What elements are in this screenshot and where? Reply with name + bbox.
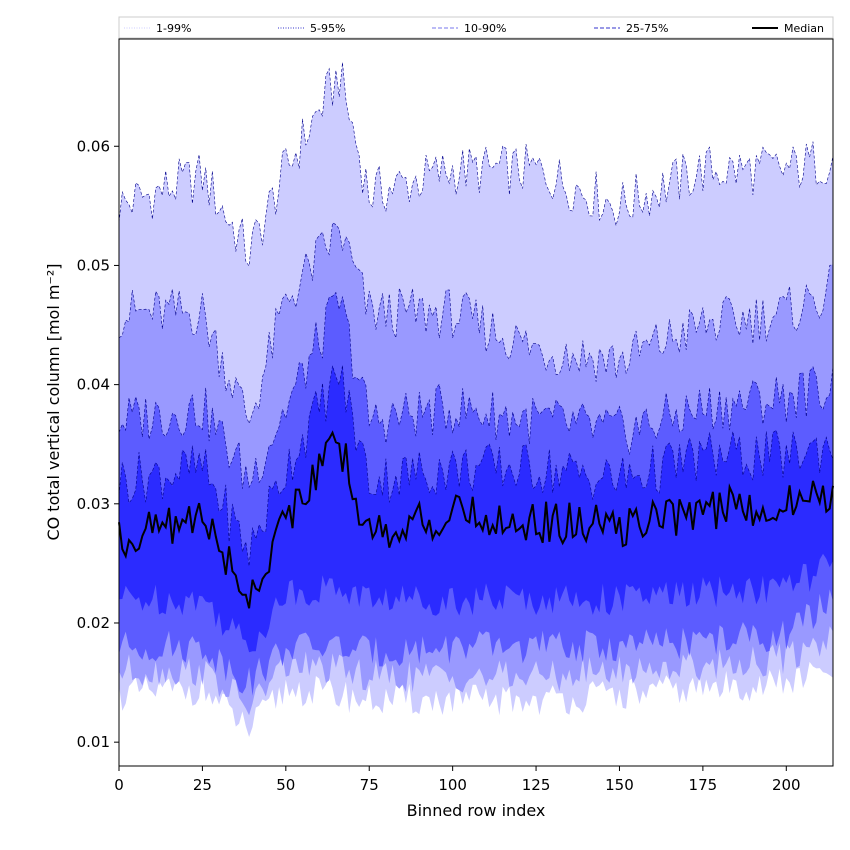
median-line (118, 430, 834, 609)
legend-label: 1-99% (156, 22, 191, 35)
y-tick-label: 0.04 (77, 376, 110, 394)
legend-label: 5-95% (310, 22, 345, 35)
x-axis: 0 25 50 75 100 125 150 175 200 (114, 766, 801, 794)
y-tick-label: 0.01 (77, 733, 110, 751)
band-25-75-pct (119, 365, 833, 653)
x-axis-label: Binned row index (407, 801, 546, 820)
band-upper-edge-10-90-pct (118, 291, 834, 489)
legend-label: 25-75% (626, 22, 668, 35)
x-tick-label: 25 (193, 776, 212, 794)
y-tick-label: 0.06 (77, 137, 110, 155)
legend-label: 10-90% (464, 22, 506, 35)
band-upper-edge-25-75-pct (118, 365, 834, 567)
legend-frame (118, 16, 834, 39)
plot-area-frame (118, 38, 834, 767)
legend: 1-99% 5-95% 10-90% 25-75% Median (118, 16, 834, 39)
x-tick-label: 175 (689, 776, 718, 794)
band-upper-edge-1-99-pct (118, 62, 834, 267)
chart-bands (118, 62, 834, 737)
x-tick-label: 125 (522, 776, 551, 794)
y-tick-label: 0.03 (77, 495, 110, 513)
x-tick-label: 100 (438, 776, 467, 794)
x-tick-label: 150 (605, 776, 634, 794)
legend-label: Median (784, 22, 824, 35)
y-tick-label: 0.05 (77, 256, 110, 274)
chart-median-layer (118, 430, 834, 609)
y-axis: 0.01 0.02 0.03 0.04 0.05 0.06 (77, 137, 119, 751)
band-upper-edge-5-95-pct (118, 222, 834, 425)
x-tick-label: 0 (114, 776, 124, 794)
y-tick-label: 0.02 (77, 614, 110, 632)
x-tick-label: 75 (360, 776, 379, 794)
y-axis-label: CO total vertical column [mol m⁻²] (44, 263, 63, 540)
x-tick-label: 50 (276, 776, 295, 794)
x-tick-label: 200 (772, 776, 801, 794)
